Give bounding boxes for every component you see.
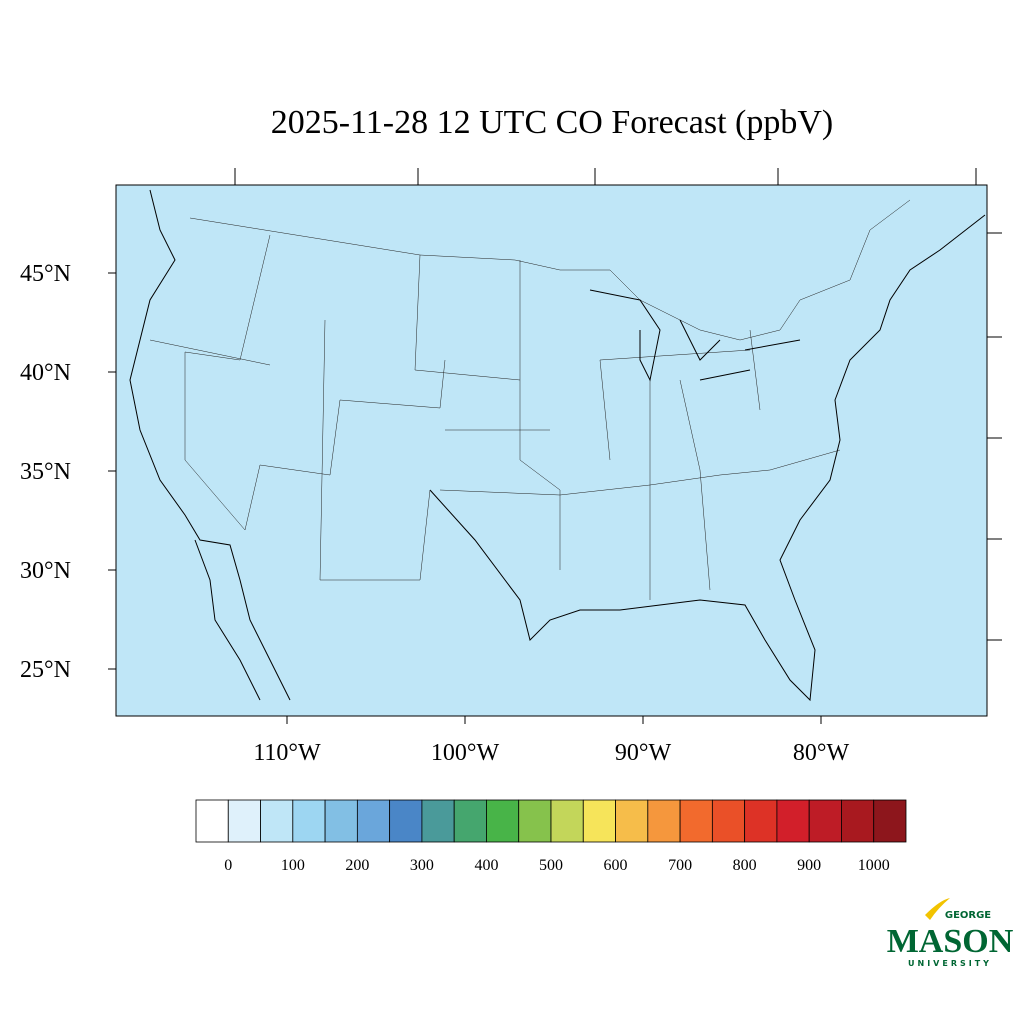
colorbar-box <box>744 799 778 843</box>
colorbar-box <box>421 799 455 843</box>
canada-border <box>189 199 911 341</box>
colorbar-label: 600 <box>604 857 628 874</box>
lon-label: 110°W <box>253 740 321 766</box>
colorbar-box <box>195 799 229 843</box>
colorbar-box <box>453 799 487 843</box>
colorbar-box <box>873 799 907 843</box>
colorbar-box <box>711 799 746 843</box>
lat-label: 30°N <box>20 558 71 584</box>
colorbar-label: 800 <box>733 857 757 874</box>
colorbar-label: 900 <box>797 857 821 874</box>
colorbar-box <box>389 799 423 843</box>
colorbar-label: 100 <box>281 857 305 874</box>
colorbar-box <box>260 799 294 843</box>
colorbar-box <box>615 799 649 843</box>
lon-label: 100°W <box>431 740 500 766</box>
colorbar-label: 700 <box>668 857 692 874</box>
colorbar-box <box>841 799 875 843</box>
colorbar-label: 1000 <box>858 857 890 874</box>
map-outlines <box>129 189 986 702</box>
colorbar-label: 0 <box>224 857 232 874</box>
map-title: 2025-11-28 12 UTC CO Forecast (ppbV) <box>271 104 834 141</box>
logo-mark <box>925 898 950 920</box>
lat-label: 25°N <box>20 657 71 683</box>
colorbar-box <box>227 799 261 843</box>
colorbar-box <box>679 799 713 843</box>
great-lakes <box>589 289 801 382</box>
lon-label: 80°W <box>793 740 850 766</box>
colorbar-box <box>486 799 520 843</box>
colorbar-box <box>356 799 391 843</box>
colorbar-label: 200 <box>345 857 369 874</box>
colorbar-box <box>550 799 584 843</box>
logo-main: MASON <box>887 923 1014 960</box>
logo: GEORGE MASON UNIVERSITY <box>887 898 1014 968</box>
colorbar-label: 300 <box>410 857 434 874</box>
colorbar-label: 400 <box>474 857 498 874</box>
colorbar-box <box>292 799 326 843</box>
coastline <box>129 189 986 702</box>
colorbar-box <box>808 799 842 843</box>
lat-label: 35°N <box>20 459 71 485</box>
state-lines <box>149 234 841 600</box>
lat-label: 45°N <box>20 261 71 287</box>
logo-top: GEORGE <box>945 910 991 921</box>
colorbar-box <box>647 799 681 843</box>
lat-label: 40°N <box>20 360 71 386</box>
logo-bottom: UNIVERSITY <box>908 959 992 968</box>
map-background <box>116 185 987 716</box>
colorbar-label: 500 <box>539 857 563 874</box>
colorbar-box <box>776 799 810 843</box>
colorbar-box <box>518 799 552 843</box>
lon-label: 90°W <box>615 740 672 766</box>
colorbar-box <box>582 799 616 843</box>
map-frame <box>115 184 988 717</box>
colorbar-box <box>324 799 358 843</box>
